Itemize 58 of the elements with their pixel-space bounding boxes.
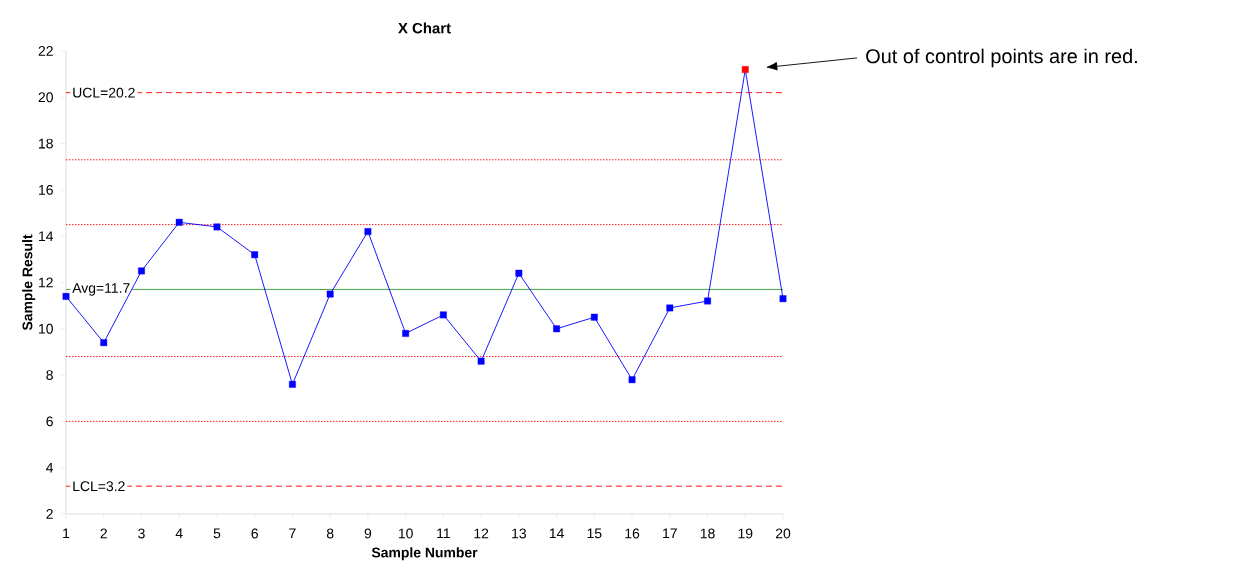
x-axis-title: Sample Number xyxy=(371,547,478,561)
point xyxy=(741,66,749,73)
x-tick-label: 16 xyxy=(625,528,640,539)
point xyxy=(251,251,259,259)
point xyxy=(175,218,183,226)
y-tick-label: 16 xyxy=(39,184,53,195)
y-tick-label: 18 xyxy=(39,138,53,149)
x-tick-label: 10 xyxy=(398,528,413,539)
x-tick-label: 5 xyxy=(213,528,221,539)
y-tick-label: 10 xyxy=(39,323,53,334)
x-tick-label: 2 xyxy=(100,528,107,539)
point xyxy=(138,267,145,275)
point xyxy=(402,330,410,337)
x-tick-label: 7 xyxy=(289,528,296,539)
x-tick-label: 20 xyxy=(775,528,791,539)
point xyxy=(666,304,674,312)
text: Out of control points are in red. xyxy=(866,48,1137,68)
point xyxy=(779,295,787,303)
x-tick-label: 9 xyxy=(364,528,372,539)
ref-line-label: UCL=20.2 xyxy=(73,87,135,98)
point xyxy=(289,380,296,388)
y-tick-label: 4 xyxy=(46,462,54,473)
point xyxy=(628,376,636,384)
y-tick-label: 6 xyxy=(46,416,53,427)
y-axis-title: Sample Result xyxy=(22,234,36,331)
y-tick-label: 20 xyxy=(38,92,53,103)
y-tick-label: 14 xyxy=(39,231,54,241)
x-tick-label: 18 xyxy=(700,528,715,539)
ref-line-label: LCL=3.2 xyxy=(73,481,125,492)
ref-line-label: Avg=11.7 xyxy=(72,283,130,296)
point xyxy=(553,325,560,333)
point xyxy=(704,297,711,305)
point xyxy=(326,290,334,298)
point xyxy=(477,357,485,365)
chart-title: X Chart xyxy=(398,22,451,34)
point xyxy=(364,228,372,235)
x-tick-label: 19 xyxy=(738,528,753,539)
y-tick-label: 2 xyxy=(46,509,53,519)
x-tick-label: 1 xyxy=(63,528,70,539)
x-tick-label: 6 xyxy=(251,528,258,539)
point xyxy=(515,269,523,277)
y-tick-label: 8 xyxy=(46,370,53,381)
x-tick-label: 8 xyxy=(326,528,334,539)
y-tick-label: 12 xyxy=(39,277,53,288)
x-tick-label: 14 xyxy=(549,528,564,539)
point xyxy=(439,311,447,319)
point xyxy=(62,292,70,300)
x-tick-label: 15 xyxy=(587,528,602,539)
point xyxy=(590,313,598,321)
x-tick-label: 17 xyxy=(663,528,677,539)
x-tick-label: 13 xyxy=(512,528,526,539)
x-tick-label: 11 xyxy=(437,528,450,539)
point xyxy=(100,339,108,347)
x-tick-label: 4 xyxy=(175,528,183,539)
point xyxy=(213,223,221,231)
y-tick-label: 22 xyxy=(38,46,53,56)
x-tick-label: 12 xyxy=(474,528,489,539)
x-tick-label: 3 xyxy=(138,528,145,539)
